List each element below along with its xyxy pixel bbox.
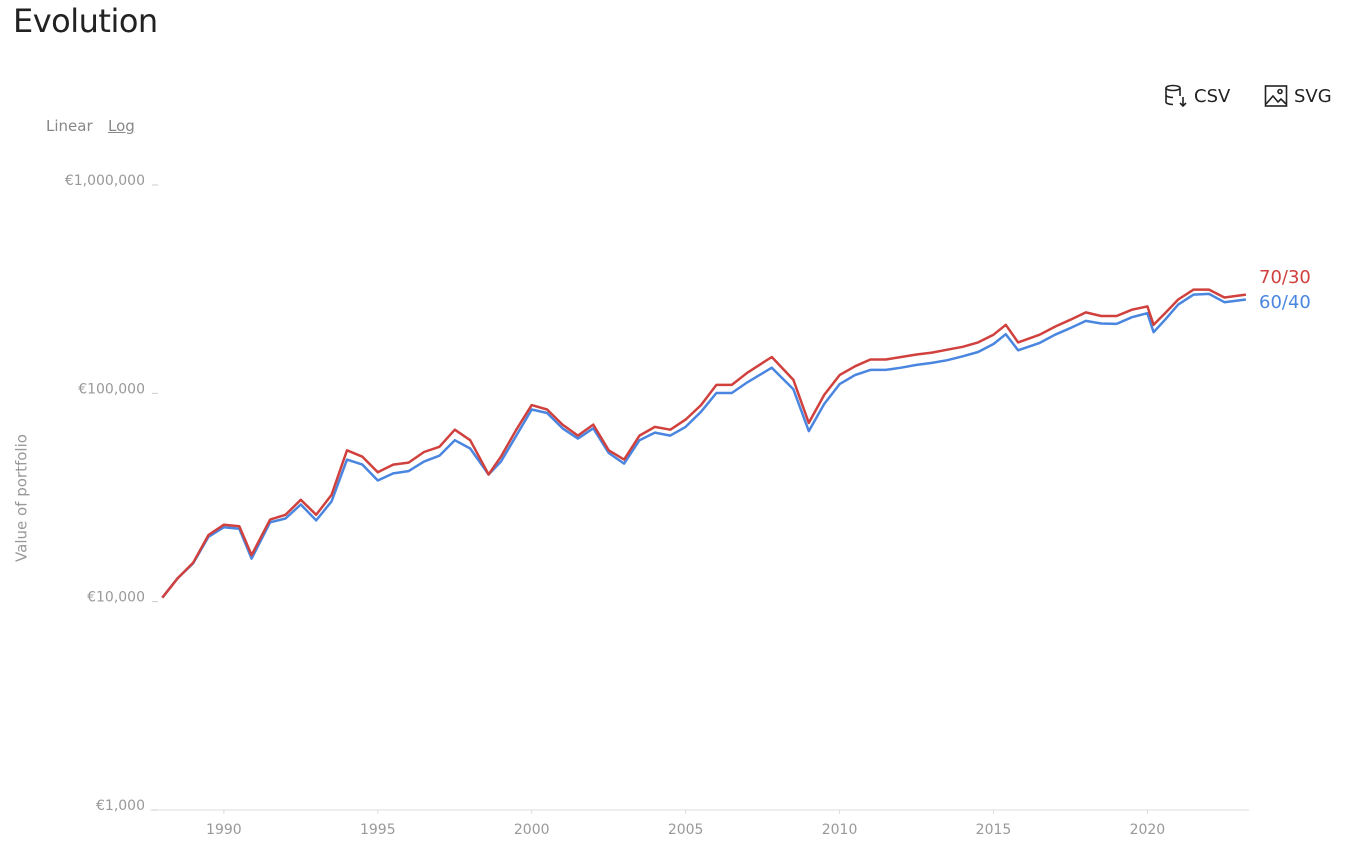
y-axis-label: Value of portfolio: [13, 434, 31, 562]
x-tick-label: 1990: [206, 822, 242, 838]
csv-icon: [1165, 84, 1187, 108]
y-tick-label: €10,000: [87, 590, 145, 606]
y-tick-label: €1,000: [96, 798, 145, 814]
y-tick-label: €100,000: [78, 381, 145, 397]
series-label: 70/30: [1259, 267, 1311, 288]
page-title: Evolution: [13, 2, 158, 40]
svg-icon: [1264, 85, 1288, 107]
x-tick-label: 2020: [1130, 822, 1166, 838]
series-label: 60/40: [1259, 292, 1311, 313]
linear-option[interactable]: Linear: [46, 117, 93, 135]
series-line: [161, 288, 1247, 599]
x-tick-label: 2005: [668, 822, 704, 838]
log-option[interactable]: Log: [108, 117, 135, 135]
x-tick-label: 1995: [360, 822, 396, 838]
y-tick-label: €1,000,000: [65, 173, 145, 189]
x-tick-label: 2000: [514, 822, 550, 838]
x-tick-label: 2010: [822, 822, 858, 838]
csv-button[interactable]: CSV: [1164, 84, 1230, 108]
svg-button[interactable]: SVG: [1264, 84, 1332, 108]
x-tick-label: 2015: [976, 822, 1012, 838]
series-line: [161, 292, 1247, 599]
svg-label: SVG: [1294, 85, 1332, 107]
csv-label: CSV: [1194, 85, 1231, 107]
